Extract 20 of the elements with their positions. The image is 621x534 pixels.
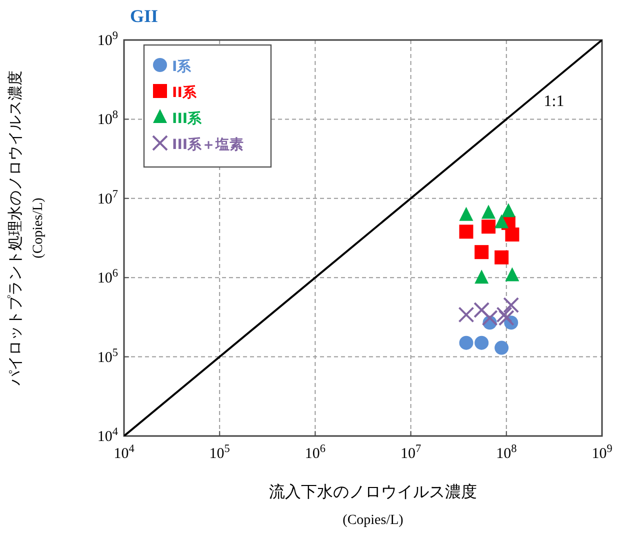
x-tick-label: 10$^{4}$ <box>114 443 135 462</box>
y-tick-label: 10$^{6}$ <box>97 268 118 287</box>
x-tick-label: 10$^{8}$ <box>496 443 518 462</box>
legend-label: III系 <box>172 111 203 127</box>
legend-label: III系＋塩素 <box>172 137 244 153</box>
y-tick-label: 10$^{8}$ <box>97 109 118 128</box>
y-tick-label: 10$^{9}$ <box>97 30 118 49</box>
legend-label: II系 <box>172 85 198 101</box>
legend-label: I系 <box>172 59 192 75</box>
x-tick-label: 10$^{5}$ <box>209 443 230 462</box>
y-tick-label: 10$^{7}$ <box>97 188 118 208</box>
x-tick-label: 10$^{6}$ <box>304 443 326 462</box>
y-axis-title: パイロットプラント処理水のノロウイルス濃度 (Copies/L) <box>6 70 46 386</box>
x-tick-label: 10$^{9}$ <box>592 443 613 462</box>
chart-title: GII <box>130 6 158 26</box>
annotation: 1:1 <box>544 93 564 110</box>
y-tick-label: 10$^{4}$ <box>97 426 118 445</box>
x-tick-label: 10$^{7}$ <box>400 443 422 462</box>
x-axis-title: 流入下水のノロウイルス濃度 (Copies/L) <box>269 482 477 528</box>
y-tick-label: 10$^{5}$ <box>97 346 118 366</box>
